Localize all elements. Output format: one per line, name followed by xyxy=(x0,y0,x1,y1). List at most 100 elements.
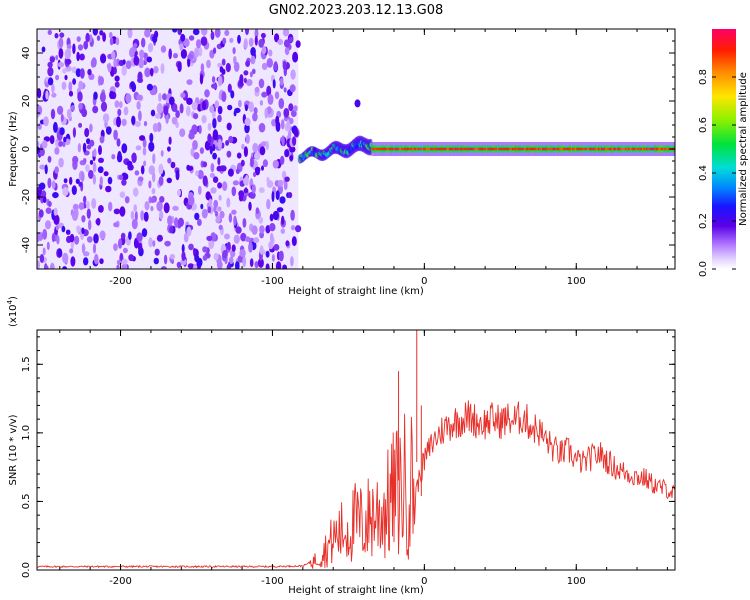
heatmap-cell xyxy=(160,150,164,157)
heatmap-cell xyxy=(197,218,202,226)
heatmap-cell xyxy=(226,122,232,131)
heatmap-cell xyxy=(225,62,231,73)
heatmap-cell xyxy=(235,168,240,175)
heatmap-cell xyxy=(198,185,202,195)
heatmap-cell xyxy=(221,91,227,103)
heatmap-cell xyxy=(159,196,165,203)
heatmap-cell xyxy=(284,176,290,182)
heatmap-cell xyxy=(233,234,240,244)
heatmap-cell xyxy=(85,164,90,172)
heatmap-cell xyxy=(78,80,84,90)
heatmap-cell xyxy=(144,201,150,211)
heatmap-cell xyxy=(81,215,86,223)
heatmap-cell xyxy=(57,61,65,68)
heatmap-cell xyxy=(227,83,232,93)
heatmap-cell xyxy=(235,226,242,234)
heatmap-cell xyxy=(102,113,110,123)
heatmap-cell xyxy=(72,78,76,85)
heatmap-cell xyxy=(51,83,55,94)
heatmap-cell xyxy=(201,208,208,219)
heatmap-cell xyxy=(86,236,93,243)
bottom-y-axis-label: SNR (10 * v/v) xyxy=(8,414,19,485)
heatmap-cell xyxy=(239,74,244,85)
heatmap-cell xyxy=(166,177,172,184)
snr-line-layer xyxy=(37,330,675,569)
bottom-y-multiplier: (x104) xyxy=(6,296,19,327)
colorbar-tick-label: 0.4 xyxy=(698,165,709,181)
heatmap-cell xyxy=(258,216,264,224)
heatmap-cell xyxy=(148,180,152,189)
heatmap-cell xyxy=(269,213,274,222)
heatmap-cell xyxy=(199,73,204,85)
heatmap-cell xyxy=(136,94,143,101)
heatmap-cell xyxy=(168,136,172,145)
heatmap-cell xyxy=(38,209,44,218)
heatmap-cell xyxy=(254,166,261,173)
heatmap-cell xyxy=(125,60,132,69)
heatmap-cell xyxy=(50,108,56,120)
heatmap-cell xyxy=(90,59,96,68)
heatmap-cell xyxy=(43,116,49,127)
heatmap-cell xyxy=(217,138,222,150)
heatmap-cell xyxy=(44,164,48,175)
heatmap-cell xyxy=(54,166,59,174)
heatmap-cell xyxy=(259,225,265,234)
heatmap-cell xyxy=(163,202,170,214)
heatmap-cell xyxy=(99,258,104,265)
heatmap-cell xyxy=(222,37,227,45)
heatmap-cell xyxy=(200,203,204,210)
heatmap-cell xyxy=(175,110,180,119)
heatmap-cell xyxy=(86,208,91,219)
heatmap-cell xyxy=(138,57,145,69)
heatmap-cell xyxy=(240,159,245,167)
heatmap-cell xyxy=(58,157,64,168)
heatmap-cell xyxy=(88,169,94,179)
heatmap-cell xyxy=(244,236,251,242)
heatmap-cell xyxy=(116,153,123,163)
heatmap-cell xyxy=(62,266,67,269)
heatmap-cell xyxy=(185,105,191,117)
heatmap-cell xyxy=(99,92,106,103)
heatmap-cell xyxy=(83,251,90,257)
heatmap-cell xyxy=(214,100,220,109)
heatmap-cell xyxy=(38,147,45,157)
heatmap-cell xyxy=(117,108,122,117)
heatmap-cell xyxy=(245,60,251,67)
heatmap-cell xyxy=(63,136,67,143)
bottom-y-axis: 0.0 0.5 1.0 1.5 xyxy=(21,336,675,578)
x-tick-label: -100 xyxy=(261,276,284,287)
heatmap-cell xyxy=(45,207,52,214)
heatmap-cell xyxy=(119,191,126,198)
heatmap-cell xyxy=(56,235,60,245)
heatmap-cell xyxy=(81,243,85,254)
heatmap-cell xyxy=(92,105,99,114)
heatmap-cell xyxy=(291,225,295,231)
heatmap-cell xyxy=(167,146,171,152)
heatmap-cell xyxy=(284,149,290,158)
heatmap-cell xyxy=(265,140,269,151)
heatmap-cell xyxy=(135,145,142,151)
heatmap-cell xyxy=(293,129,299,137)
heatmap-cell xyxy=(186,79,193,85)
heatmap-cell xyxy=(214,29,221,38)
heatmap-cell xyxy=(253,237,260,244)
heatmap-cell xyxy=(95,218,101,225)
heatmap-cell xyxy=(62,68,67,74)
heatmap-cell xyxy=(202,161,208,168)
heatmap-cell xyxy=(49,135,55,145)
colorbar-gradient xyxy=(712,29,736,269)
heatmap-cell xyxy=(152,240,156,247)
heatmap-cell xyxy=(202,100,207,111)
top-y-axis: -40 -20 0 20 40 xyxy=(21,28,675,270)
heatmap-cell xyxy=(47,201,52,207)
heatmap-cell xyxy=(269,232,274,243)
heatmap-cell xyxy=(202,246,208,253)
x-tick-label: 100 xyxy=(567,276,586,287)
heatmap-cell xyxy=(49,262,55,269)
heatmap-cell xyxy=(131,218,138,230)
heatmap-cell xyxy=(273,61,278,72)
heatmap-cell xyxy=(114,100,120,108)
heatmap-cell xyxy=(59,127,65,136)
x-tick-label: -200 xyxy=(109,576,132,587)
heatmap-blob xyxy=(354,99,361,108)
